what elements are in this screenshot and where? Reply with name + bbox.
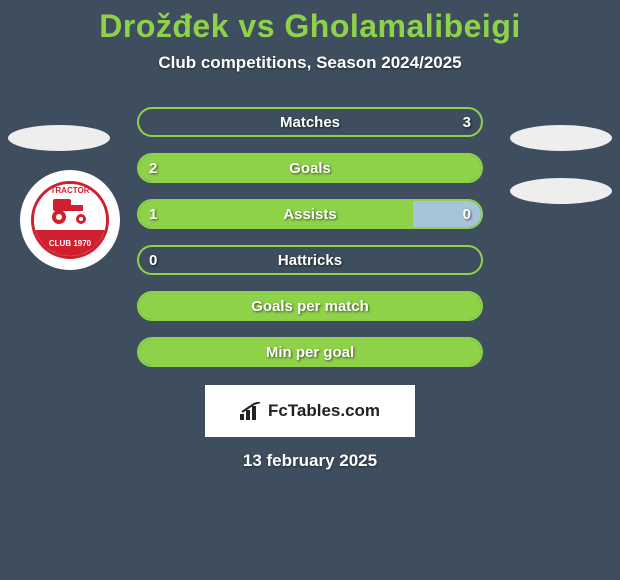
club-badge: TRACTOR CLUB 1970 xyxy=(20,170,120,270)
chart-icon xyxy=(240,402,262,420)
stat-label: Hattricks xyxy=(139,247,481,273)
stat-label: Matches xyxy=(139,109,481,135)
stat-label: Assists xyxy=(139,201,481,227)
club-year-label: 1970 xyxy=(73,239,91,248)
brand-box[interactable]: FcTables.com xyxy=(205,385,415,437)
stat-row-assists: 1 Assists 0 xyxy=(137,199,483,229)
page-subtitle: Club competitions, Season 2024/2025 xyxy=(0,53,620,73)
stat-label: Goals per match xyxy=(139,293,481,319)
stat-label: Min per goal xyxy=(139,339,481,365)
player-left-pill xyxy=(8,125,110,151)
stat-row-matches: Matches 3 xyxy=(137,107,483,137)
stats-container: Matches 3 2 Goals 1 Assists 0 0 Hattrick… xyxy=(137,107,483,367)
tractor-icon xyxy=(47,195,93,225)
footer-date: 13 february 2025 xyxy=(0,451,620,471)
stat-value-right: 3 xyxy=(463,109,471,135)
page-title: Drožđek vs Gholamalibeigi xyxy=(0,0,620,45)
stat-row-hattricks: 0 Hattricks xyxy=(137,245,483,275)
stat-value-right: 0 xyxy=(463,201,471,227)
club-name-label: TRACTOR xyxy=(34,186,106,195)
stat-row-goals: 2 Goals xyxy=(137,153,483,183)
stat-row-mpg: Min per goal xyxy=(137,337,483,367)
brand-label: FcTables.com xyxy=(268,401,380,421)
stat-row-gpm: Goals per match xyxy=(137,291,483,321)
player-right-pill-2 xyxy=(510,178,612,204)
player-right-pill-1 xyxy=(510,125,612,151)
club-sub-label: CLUB xyxy=(49,239,71,248)
stat-label: Goals xyxy=(139,155,481,181)
